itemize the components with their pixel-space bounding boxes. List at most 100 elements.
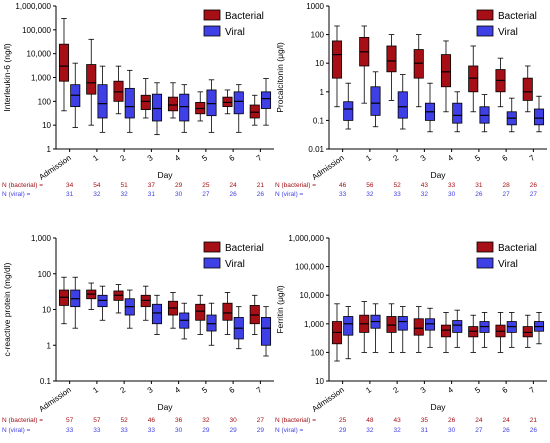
- box-iqr: [86, 64, 97, 95]
- legend-label: Bacterial: [498, 243, 537, 254]
- n-bacterial-value: 25: [339, 417, 347, 424]
- n-bacterial-value: 30: [230, 417, 238, 424]
- legend-label: Viral: [498, 259, 518, 270]
- viral-box: [452, 91, 463, 133]
- y-tick-label: 1000: [306, 2, 324, 11]
- y-tick-label: 1,000: [304, 320, 325, 329]
- n-viral-value: 33: [148, 427, 156, 434]
- legend-swatch: [203, 241, 221, 253]
- x-tick-label: 3: [419, 153, 428, 163]
- bacterial-box: [249, 94, 260, 126]
- box-iqr: [260, 317, 272, 346]
- x-tick-label: 7: [528, 153, 537, 163]
- y-tick-label: 100: [311, 31, 325, 40]
- box-iqr: [124, 87, 135, 119]
- n-bacterial-value: 26: [530, 182, 538, 189]
- x-tick-label: 2: [391, 385, 400, 395]
- legend-swatch: [476, 241, 494, 253]
- y-axis-label: Ferritin (μg/l): [275, 285, 285, 334]
- legend-swatch: [203, 9, 221, 21]
- y-tick-label: 100: [38, 270, 52, 279]
- x-tick-label: 3: [146, 385, 155, 395]
- legend-swatch: [203, 25, 221, 37]
- x-axis-label: Day: [157, 402, 173, 412]
- legend-label: Bacterial: [225, 11, 264, 22]
- y-axis-label: Procalcitonin (μg/l): [275, 42, 285, 113]
- n-viral-value: 30: [448, 427, 456, 434]
- x-tick-label: 2: [391, 153, 400, 163]
- n-bacterial-value: 43: [394, 417, 402, 424]
- x-tick-label: 4: [446, 385, 455, 395]
- bacterial-box: [495, 57, 506, 108]
- y-tick-label: 100,000: [22, 26, 51, 35]
- x-tick-label: 4: [173, 385, 182, 395]
- n-viral-value: 33: [66, 427, 74, 434]
- y-tick-label: 100: [311, 348, 325, 357]
- box-iqr: [179, 93, 190, 122]
- bacterial-box: [222, 292, 233, 335]
- y-tick-label: 100: [38, 97, 52, 106]
- n-viral-value: 32: [421, 191, 429, 198]
- bacterial-box: [140, 78, 151, 119]
- n-viral-value: 26: [257, 191, 265, 198]
- bacterial-box: [359, 25, 370, 104]
- x-tick-label: 1: [364, 153, 373, 163]
- n-viral-value: 30: [448, 191, 456, 198]
- box-iqr: [140, 94, 151, 110]
- box-iqr: [386, 316, 397, 333]
- n-bacterial-value: 52: [121, 417, 129, 424]
- n-viral-label: N (viral) =: [275, 191, 304, 198]
- box-iqr: [468, 65, 479, 93]
- n-bacterial-value: 25: [202, 182, 210, 189]
- viral-box: [233, 84, 244, 133]
- x-tick-label: 5: [200, 153, 209, 163]
- n-bacterial-value: 29: [175, 182, 183, 189]
- viral-box: [506, 312, 517, 348]
- x-tick-label: 1: [364, 385, 373, 395]
- legend-label: Viral: [498, 27, 518, 38]
- n-bacterial-value: 57: [66, 417, 74, 424]
- viral-box: [533, 312, 545, 345]
- viral-box: [533, 95, 545, 133]
- n-viral-value: 26: [475, 191, 483, 198]
- box-iqr: [195, 303, 206, 321]
- n-viral-label: N (viral) =: [2, 427, 31, 434]
- x-tick-label: 2: [118, 385, 127, 395]
- box-iqr: [206, 89, 217, 117]
- n-bacterial-value: 26: [448, 417, 456, 424]
- box-iqr: [452, 320, 463, 333]
- box-iqr: [440, 324, 452, 338]
- n-bacterial-value: 52: [394, 182, 402, 189]
- n-viral-value: 32: [366, 427, 374, 434]
- x-axis-label: Day: [157, 170, 173, 180]
- n-viral-value: 33: [339, 191, 347, 198]
- box-iqr: [206, 314, 217, 332]
- y-tick-label: 10,000: [300, 291, 325, 300]
- n-viral-value: 32: [121, 191, 129, 198]
- panel-interleukin-6: 1 10 100 1,000 10,000 100,000 1,000,000 Interle…: [2, 2, 274, 198]
- viral-box: [206, 302, 217, 346]
- n-bacterial-label: N (bacterial) =: [2, 182, 43, 189]
- n-viral-value: 30: [175, 427, 183, 434]
- n-bacterial-value: 48: [366, 417, 374, 424]
- bacterial-box: [331, 25, 343, 108]
- x-axis-label: Day: [430, 402, 446, 412]
- x-tick-label: Admission: [310, 153, 345, 182]
- bacterial-box: [86, 38, 97, 126]
- n-viral-value: 32: [93, 191, 101, 198]
- viral-box: [260, 78, 272, 126]
- n-bacterial-value: 24: [230, 182, 238, 189]
- n-viral-value: 31: [66, 191, 74, 198]
- bacterial-box: [140, 285, 151, 321]
- n-viral-value: 31: [148, 191, 156, 198]
- bacterial-box: [58, 18, 70, 112]
- box-iqr: [151, 303, 163, 325]
- bacterial-box: [195, 91, 206, 122]
- viral-box: [479, 94, 490, 133]
- n-bacterial-value: 31: [475, 182, 483, 189]
- y-axis-label: c-reactive protein (mg/dl): [2, 262, 12, 356]
- box-iqr: [249, 104, 260, 119]
- n-bacterial-value: 46: [148, 417, 156, 424]
- n-viral-value: 33: [93, 427, 101, 434]
- n-viral-value: 30: [175, 191, 183, 198]
